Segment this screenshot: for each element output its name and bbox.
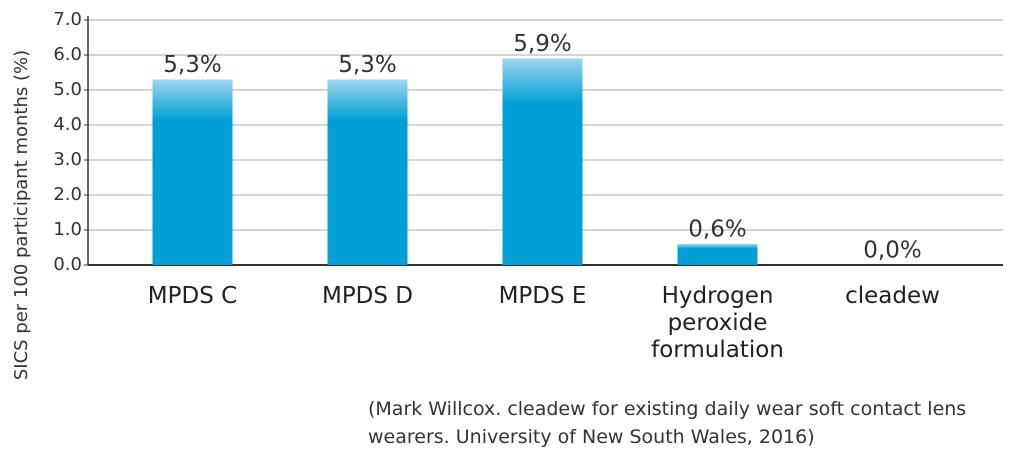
caption: (Mark Willcox. cleadew for existing dail… [368, 398, 967, 420]
x-tick-label: cleadew [845, 283, 940, 309]
y-tick-label: 3.0 [53, 149, 82, 170]
y-tick-label: 5.0 [53, 79, 82, 100]
value-label: 0,6% [688, 217, 746, 243]
x-tick-label: MPDS E [498, 283, 587, 309]
x-tick-label: MPDS D [321, 283, 414, 309]
value-label: 5,3% [338, 52, 396, 78]
y-axis-label: SICS per 100 participant months (%) [11, 50, 32, 380]
bar [152, 79, 233, 265]
y-tick-label: 7.0 [53, 9, 82, 30]
bar [677, 244, 758, 265]
y-tick-label: 6.0 [53, 44, 82, 65]
y-tick-label: 0.0 [53, 254, 82, 275]
value-label: 0,0% [863, 238, 921, 264]
x-tick-label: MPDS C [147, 283, 238, 309]
caption: wearers. University of New South Wales, … [368, 426, 815, 448]
y-tick-label: 1.0 [53, 219, 82, 240]
y-tick-label: 4.0 [53, 114, 82, 135]
value-label: 5,3% [163, 52, 221, 78]
value-label: 5,9% [513, 31, 571, 57]
x-tick-label: Hydrogen peroxide formulation [651, 283, 784, 363]
y-tick-label: 2.0 [53, 184, 82, 205]
bar [502, 58, 583, 265]
bar [327, 79, 408, 265]
